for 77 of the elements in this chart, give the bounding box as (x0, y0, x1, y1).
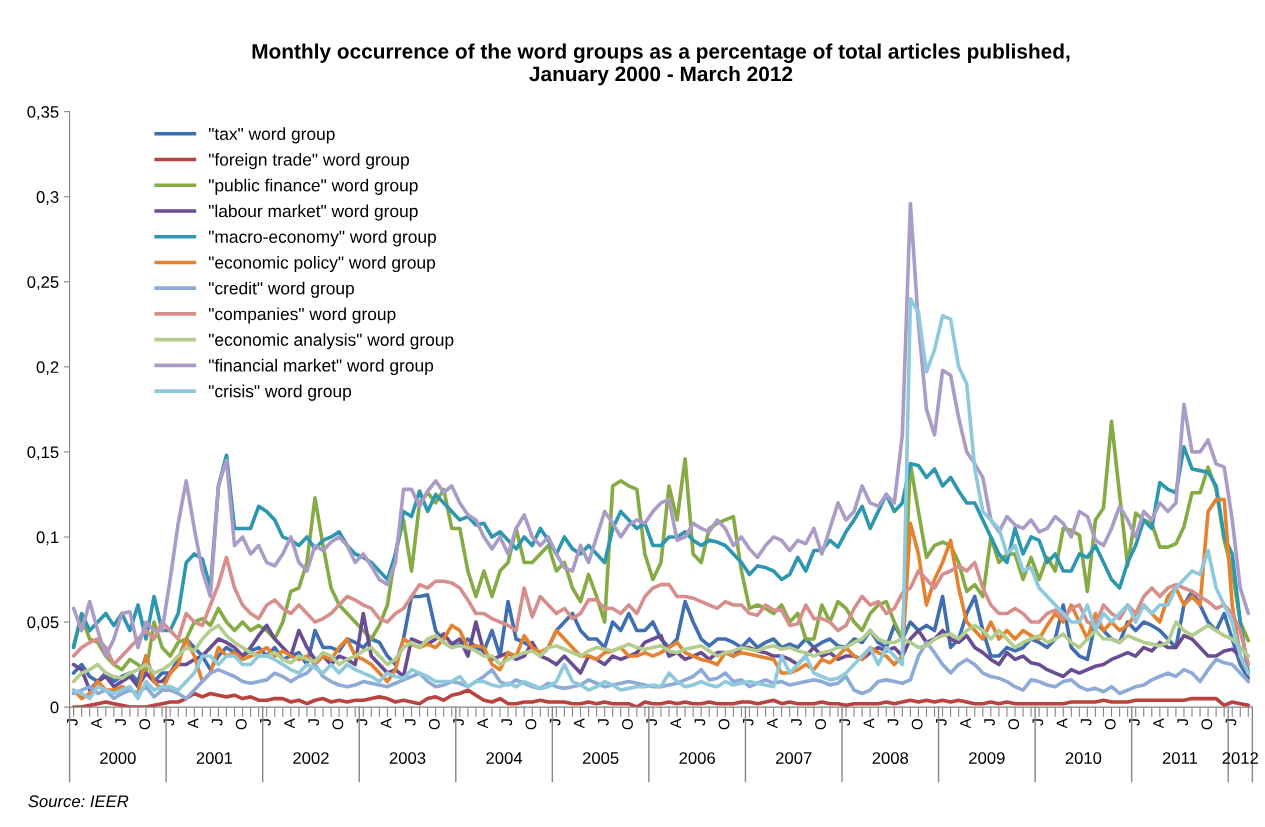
x-tick-label: J (501, 719, 513, 726)
text: 2003 (389, 752, 426, 764)
legend-label: "crisis" word group (208, 384, 352, 401)
legend-label: "companies" word group (208, 307, 396, 324)
x-tick-label: A (960, 718, 971, 729)
y-tick-label: 0,25 (27, 276, 59, 290)
x-tick-label: O (525, 718, 537, 730)
x-tick-label: A (284, 718, 295, 729)
text: 2006 (679, 752, 715, 764)
x-tick-label: J (356, 719, 368, 726)
x-tick-label: O (1201, 718, 1213, 730)
x-tick-label: J (887, 719, 899, 726)
x-tick-label: J (694, 719, 706, 726)
x-tick-label: J (1177, 719, 1189, 726)
x-tick-label: O (911, 718, 923, 730)
x-tick-label: J (453, 719, 464, 726)
x-tick-label: A (767, 718, 778, 729)
x-tick-label: A (187, 718, 199, 729)
x-tick-label: O (1008, 718, 1020, 730)
x-tick-label: O (622, 718, 633, 730)
x-tick-label: O (718, 718, 730, 730)
y-tick-label: 0,2 (36, 361, 59, 376)
x-tick-label: J (115, 719, 126, 726)
text: 2004 (486, 752, 523, 764)
y-tick-label: 0,15 (27, 446, 59, 461)
x-tick-label: J (839, 719, 851, 726)
text: 2002 (293, 752, 329, 764)
text: 2000 (100, 752, 136, 764)
legend-label: "macro-economy" word group (208, 230, 436, 247)
x-tick-label: O (235, 718, 247, 730)
legend-label: "financial market" word group (208, 358, 434, 376)
legend-label: "economic policy" word group (208, 255, 436, 273)
x-tick-label: A (670, 718, 682, 729)
source-note: Source: IEER (28, 795, 129, 808)
x-tick-label: A (380, 718, 392, 729)
x-tick-label: J (791, 719, 802, 726)
x-tick-label: A (863, 718, 875, 729)
chart-title: Monthly occurrence of the word groups as a percentage of total articles published, January 2000 - March 2012 (252, 43, 1070, 86)
x-tick-label: J (984, 719, 995, 726)
x-tick-label: J (646, 719, 658, 726)
text: 2010 (1065, 752, 1102, 764)
text: 2001 (196, 752, 233, 764)
x-tick-label: J (404, 719, 416, 726)
y-tick-label: 0,3 (36, 191, 59, 205)
text: 2008 (872, 752, 909, 764)
x-tick-label: O (428, 718, 440, 730)
text: 2009 (969, 752, 1005, 764)
x-tick-label: J (1032, 719, 1044, 726)
y-tick-label: 0,05 (27, 616, 59, 631)
legend-label: "foreign trade" word group (208, 153, 410, 170)
text: 2007 (776, 752, 812, 764)
text: 2011 (1162, 752, 1198, 764)
legend-label: "economic analysis" word group (208, 333, 454, 350)
x-tick-label: J (211, 719, 223, 726)
y-tick-label: 0,35 (27, 106, 59, 120)
x-tick-label: A (1056, 718, 1068, 729)
legend-label: "credit" word group (208, 281, 354, 298)
x-tick-label: A (573, 718, 585, 729)
legend-label: "public finance" word group (208, 178, 418, 195)
x-tick-label: J (308, 719, 320, 726)
x-tick-label: J (598, 719, 609, 726)
x-tick-label: A (1153, 718, 1164, 729)
x-tick-label: A (91, 718, 102, 729)
x-tick-label: J (1225, 719, 1237, 726)
text: 2012 (1222, 752, 1258, 764)
x-tick-label: O (332, 718, 344, 730)
y-tick-label: 0 (50, 701, 59, 714)
x-tick-label: J (1080, 719, 1092, 726)
text: 2005 (582, 752, 619, 764)
x-tick-label: O (139, 718, 151, 730)
x-tick-label: A (477, 718, 488, 729)
y-tick-label: 0,1 (36, 531, 59, 546)
x-tick-label: O (1104, 718, 1116, 730)
x-tick-label: O (815, 718, 826, 730)
legend-label: "labour market" word group (208, 204, 418, 221)
x-tick-label: J (163, 719, 175, 726)
legend-label: "tax" word group (208, 127, 335, 144)
